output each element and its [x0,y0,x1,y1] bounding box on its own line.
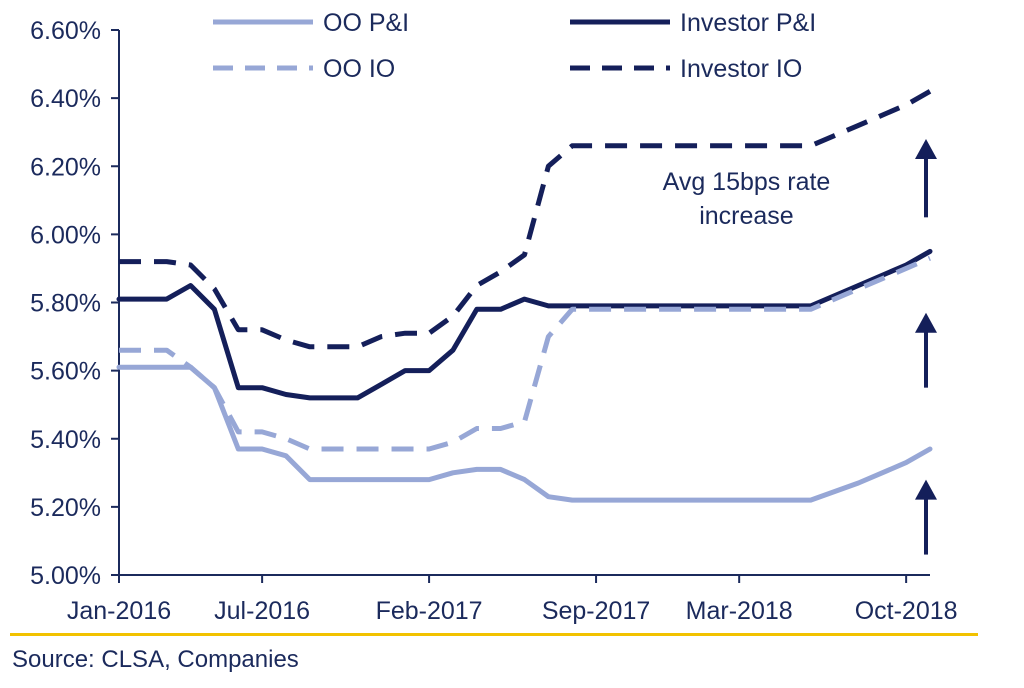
series-oo-p-i-line [116,364,933,503]
legend-label: Investor P&I [680,9,816,37]
x-tick-label: Mar-2018 [686,597,793,625]
series-investor-io-line [119,89,932,350]
increase-arrows [915,139,937,555]
x-tick-label: Jul-2016 [214,597,310,625]
series-lines [116,89,933,503]
annotation-text: increase [699,202,794,230]
series-oo-io-line [119,255,931,452]
legend-label: OO IO [323,55,395,83]
x-tick-label: Jan-2016 [67,597,171,625]
y-axis-ticks: 5.00% 5.20% 5.40% 5.60% 5.80% 6.00% 6.20% 6.40%… [30,17,119,590]
annotation-text: Avg 15bps rate [663,168,831,196]
y-tick-label: 5.60% [30,358,101,386]
y-tick-label: 5.20% [30,494,101,522]
line-chart: 5.00% 5.20% 5.40% 5.60% 5.80% 6.00% 6.20% 6.40%… [30,9,958,625]
increase-arrow-head [915,139,937,159]
x-tick-label: Sep-2017 [542,597,650,625]
source-divider [10,633,978,636]
y-tick-label: 5.00% [30,562,101,590]
annotations: Avg 15bps rate increase [663,168,831,230]
legend-label: OO P&I [323,9,409,37]
increase-arrow-head [915,479,937,500]
chart-axes [118,30,930,576]
source-note: Source: CLSA, Companies [12,646,299,673]
series-investor-p-i-line [116,248,933,401]
y-tick-label: 6.20% [30,153,101,181]
x-tick-label: Feb-2017 [376,597,483,625]
x-axis-ticks: Jan-2016 Jul-2016 Feb-2017 Sep-2017 Mar-2018… [67,575,958,625]
y-tick-label: 6.60% [30,17,101,45]
legend-label: Investor IO [680,55,802,83]
y-tick-label: 6.40% [30,85,101,113]
y-tick-label: 6.00% [30,221,101,249]
x-tick-label: Oct-2018 [855,597,958,625]
y-tick-label: 5.80% [30,290,101,318]
y-tick-label: 5.40% [30,426,101,454]
increase-arrow-head [915,312,937,333]
legend: OO P&I Investor P&I OO IO Investor IO [213,9,816,83]
